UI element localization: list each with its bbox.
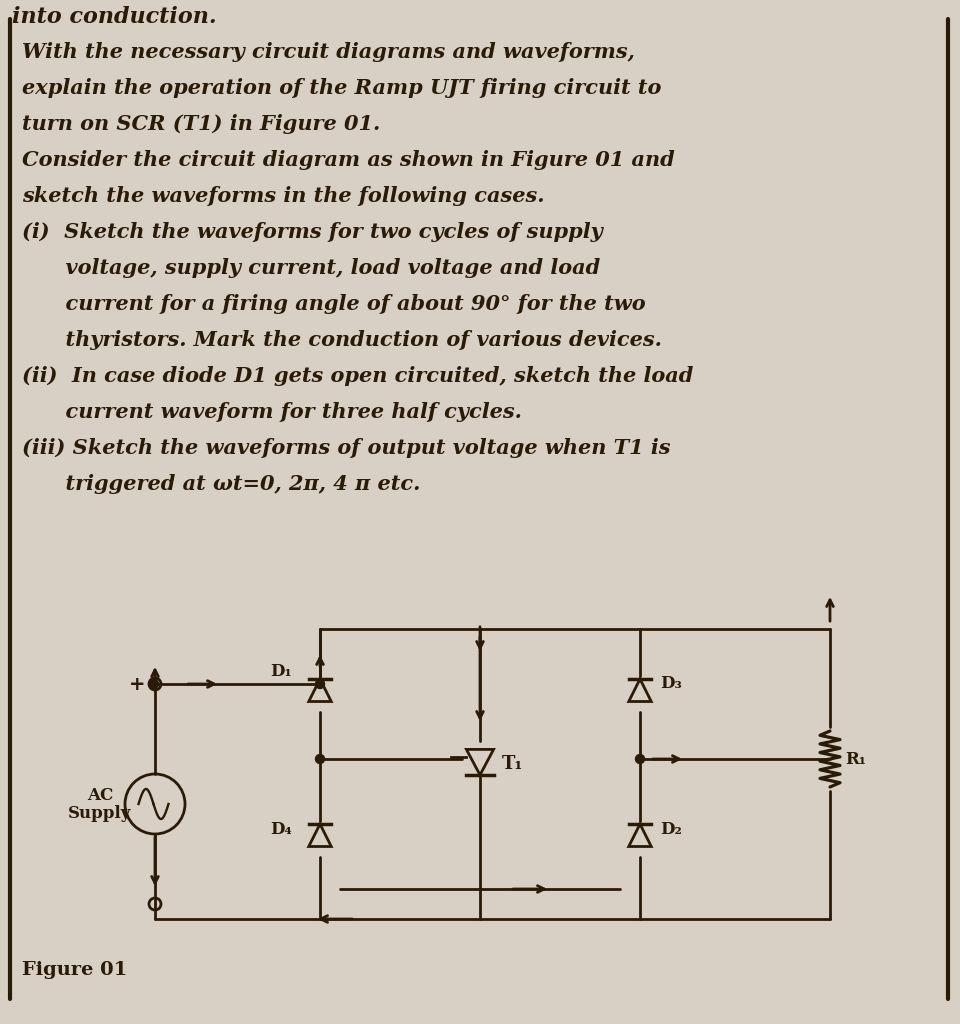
- Text: (iii) Sketch the waveforms of output voltage when T1 is: (iii) Sketch the waveforms of output vol…: [22, 438, 670, 458]
- Circle shape: [150, 680, 158, 688]
- Text: With the necessary circuit diagrams and waveforms,: With the necessary circuit diagrams and …: [22, 42, 635, 62]
- Text: voltage, supply current, load voltage and load: voltage, supply current, load voltage an…: [22, 258, 600, 278]
- Text: sketch the waveforms in the following cases.: sketch the waveforms in the following ca…: [22, 186, 544, 206]
- Text: explain the operation of the Ramp UJT firing circuit to: explain the operation of the Ramp UJT fi…: [22, 78, 661, 98]
- Circle shape: [636, 755, 644, 764]
- Text: +: +: [129, 675, 145, 693]
- Text: Figure 01: Figure 01: [22, 961, 128, 979]
- Text: D₁: D₁: [271, 664, 292, 681]
- Text: into conduction.: into conduction.: [12, 6, 217, 28]
- Text: D₄: D₄: [271, 820, 292, 838]
- Text: AC: AC: [86, 787, 113, 805]
- Text: turn on SCR (T1) in Figure 01.: turn on SCR (T1) in Figure 01.: [22, 114, 380, 134]
- Text: D₂: D₂: [660, 820, 682, 838]
- Circle shape: [316, 755, 324, 764]
- Text: current for a firing angle of about 90° for the two: current for a firing angle of about 90° …: [22, 294, 646, 314]
- Text: T₁: T₁: [502, 755, 523, 773]
- Text: (ii)  In case diode D1 gets open circuited, sketch the load: (ii) In case diode D1 gets open circuite…: [22, 366, 693, 386]
- Text: Consider the circuit diagram as shown in Figure 01 and: Consider the circuit diagram as shown in…: [22, 150, 675, 170]
- Text: triggered at ωt=0, 2π, 4 π etc.: triggered at ωt=0, 2π, 4 π etc.: [22, 474, 420, 494]
- Circle shape: [316, 680, 324, 688]
- Text: Supply: Supply: [68, 806, 132, 822]
- Text: (i)  Sketch the waveforms for two cycles of supply: (i) Sketch the waveforms for two cycles …: [22, 222, 603, 242]
- Text: thyristors. Mark the conduction of various devices.: thyristors. Mark the conduction of vario…: [22, 330, 661, 350]
- Text: current waveform for three half cycles.: current waveform for three half cycles.: [22, 402, 522, 422]
- Text: D₃: D₃: [660, 676, 682, 692]
- Text: R₁: R₁: [845, 751, 866, 768]
